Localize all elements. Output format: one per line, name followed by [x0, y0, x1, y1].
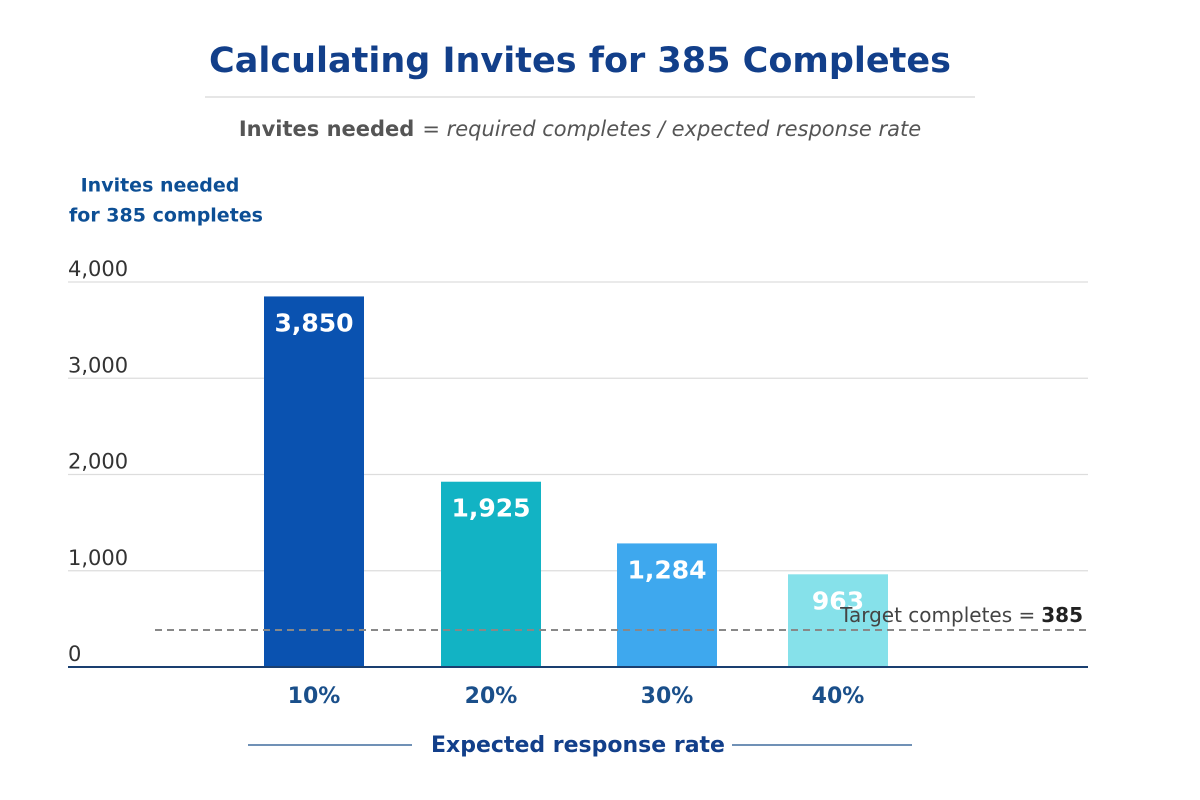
y-axis-label: for 385 completes — [69, 205, 263, 227]
y-tick-label: 1,000 — [68, 546, 128, 570]
y-tick-label: 0 — [68, 642, 81, 666]
data-label: 963 — [812, 586, 864, 615]
y-tick-label: 3,000 — [68, 353, 128, 377]
x-axis-label: Expected response rate — [431, 733, 725, 758]
x-tick-label: 30% — [641, 684, 694, 709]
x-tick-label: 20% — [465, 684, 518, 709]
reference-label-text: Target completes = — [839, 602, 1035, 626]
reference-label: Target completes = 385 — [839, 602, 1083, 626]
reference-label-value: 385 — [1041, 602, 1083, 626]
y-tick-label: 2,000 — [68, 450, 128, 474]
chart-title: Calculating Invites for 385 Completes — [209, 41, 951, 81]
y-axis-label: Invites needed — [81, 175, 240, 197]
bar — [617, 543, 717, 667]
data-label: 1,284 — [627, 555, 706, 584]
subtitle-lhs: Invites needed — [239, 117, 415, 141]
bar — [264, 296, 364, 667]
x-tick-label: 40% — [812, 684, 865, 709]
y-tick-label: 4,000 — [68, 257, 128, 281]
x-tick-label: 10% — [288, 684, 341, 709]
subtitle-rhs: = required completes / expected response… — [422, 117, 921, 141]
bar — [788, 574, 888, 667]
subtitle: Invites needed = required completes / exp… — [239, 117, 921, 141]
data-label: 3,850 — [274, 308, 353, 337]
data-label: 1,925 — [451, 494, 530, 523]
bar — [441, 481, 541, 667]
